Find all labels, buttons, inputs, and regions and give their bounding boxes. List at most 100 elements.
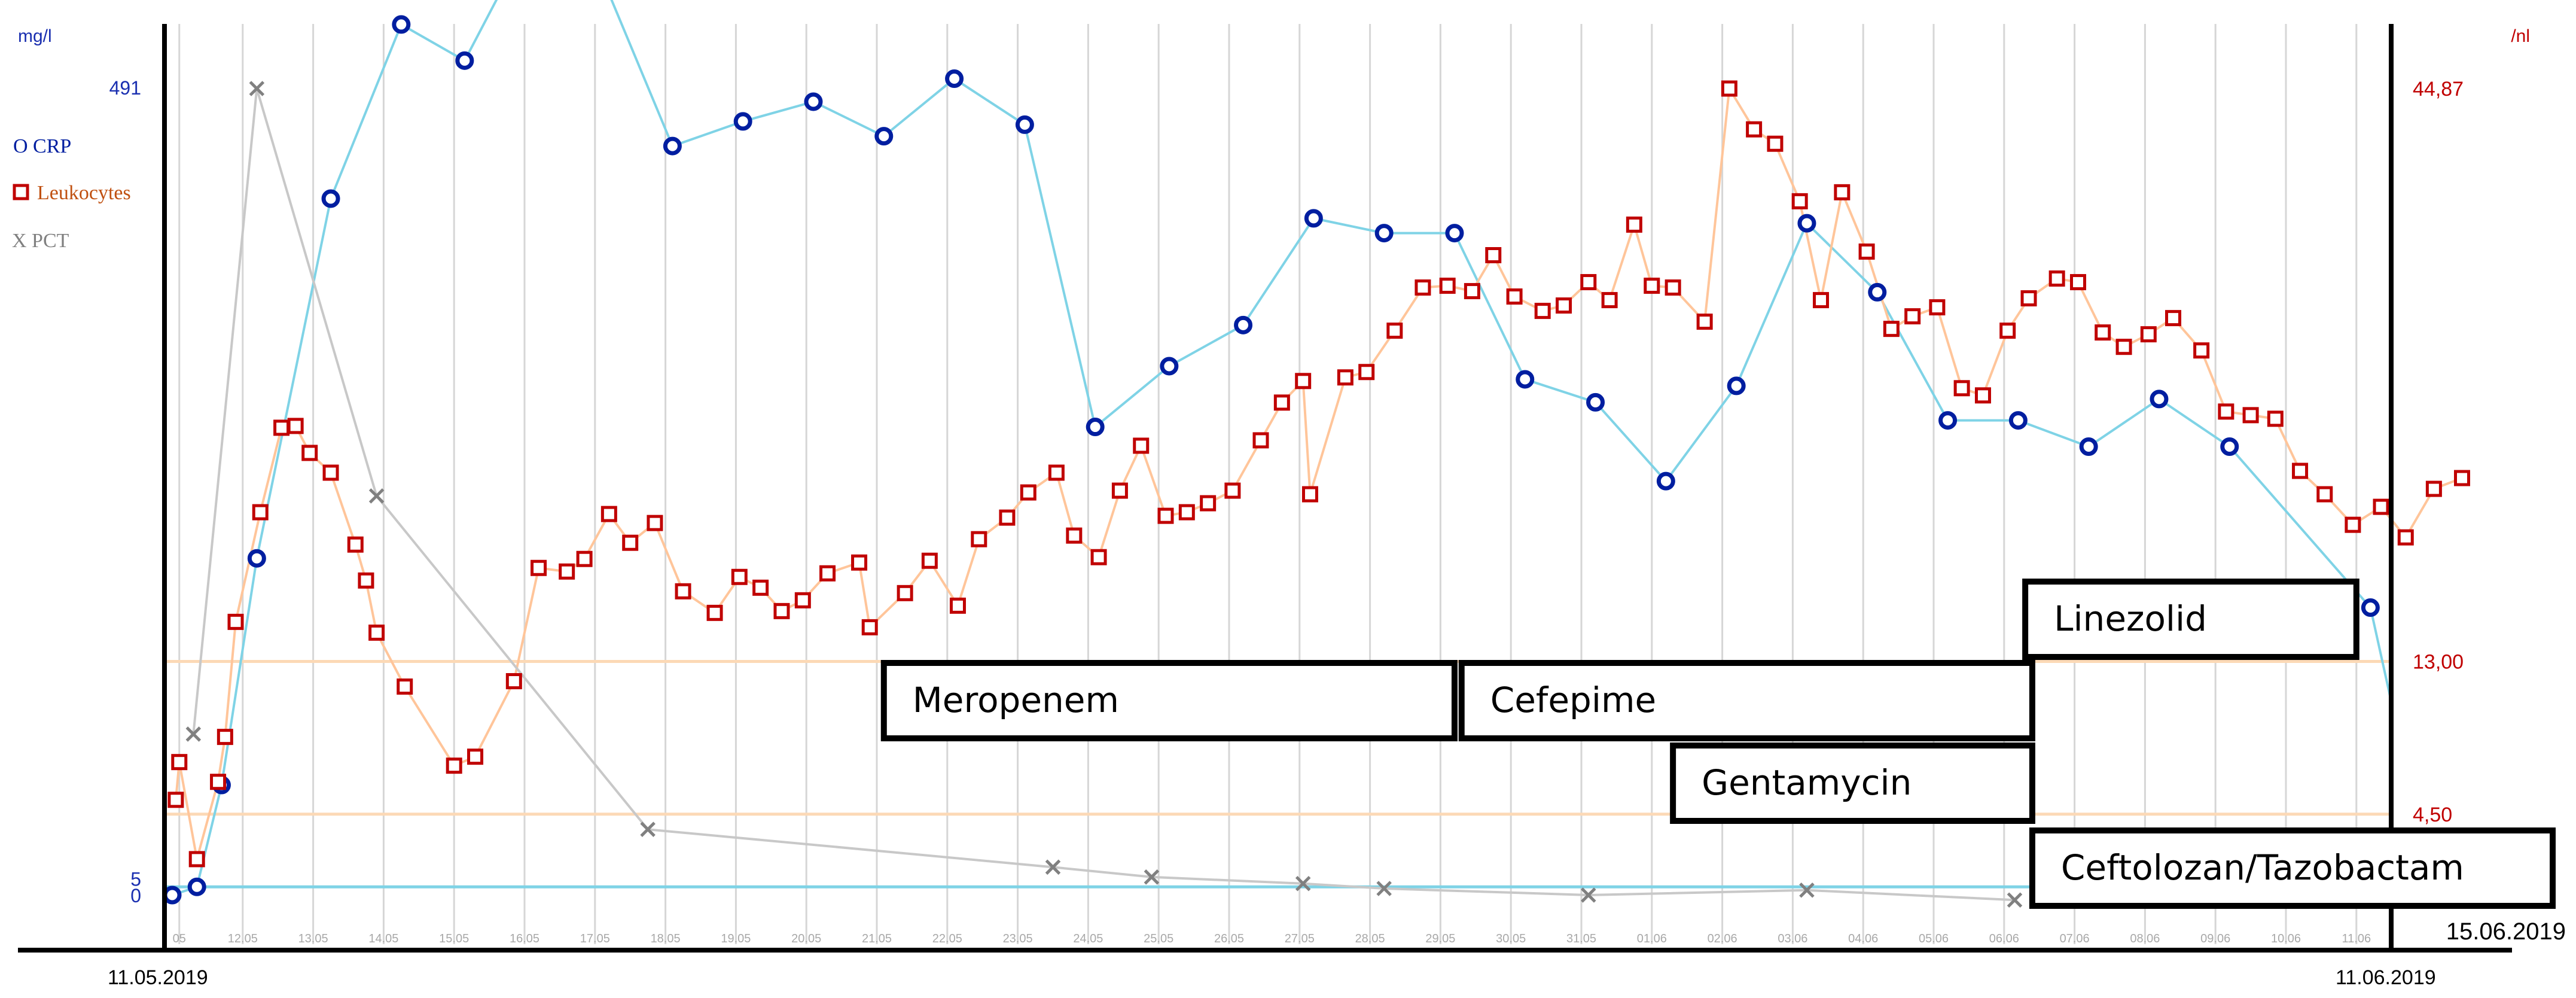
crp-point: [1868, 282, 1887, 302]
crp-point: [1086, 418, 1105, 437]
x-tick-label: 29.05: [1425, 932, 1455, 945]
end-date-box: 15.06.2019: [2446, 918, 2566, 945]
crp-point: [2150, 390, 2169, 409]
crp-point: [1304, 209, 1323, 228]
crp-point: [247, 549, 266, 568]
leukocytes-point: [2316, 486, 2333, 503]
leukocytes-point: [851, 554, 868, 571]
antibiotic-box-gentamycin: Gentamycin: [1670, 743, 2035, 824]
leukocytes-point: [2397, 529, 2414, 546]
legend-crp: O CRP: [13, 135, 71, 157]
leukocytes-point: [1358, 364, 1375, 381]
right-axis-unit: /nl: [2511, 26, 2530, 46]
x-tick-label: 16.05: [510, 932, 539, 945]
crp-point: [874, 127, 894, 146]
leukocytes-point: [2373, 498, 2389, 515]
crp-point: [1656, 471, 1675, 491]
leukocytes-point: [731, 568, 748, 585]
leukocytes-point: [1556, 297, 1572, 314]
leukocytes-point: [188, 851, 205, 868]
series-markers: [163, 15, 2470, 908]
leukocytes-point: [2115, 339, 2132, 355]
antibiotic-label: Cefepime: [1490, 680, 1656, 720]
leukocytes-point: [2425, 480, 2442, 497]
crp-point: [1516, 370, 1535, 389]
leukocytes-point: [622, 534, 639, 551]
crp-point: [1938, 411, 1958, 430]
leukocytes-point: [752, 579, 769, 596]
crp-point: [187, 877, 206, 896]
x-tick-label: 25.05: [1144, 932, 1173, 945]
leukocytes-point: [2218, 403, 2234, 420]
leukocytes-point: [1252, 432, 1269, 449]
leukocytes-point: [1133, 437, 1150, 454]
leukocytes-point: [2242, 407, 2259, 424]
leukocytes-point: [1721, 80, 1737, 97]
leukocytes-point: [2165, 310, 2182, 327]
leukocytes-point: [1485, 247, 1502, 263]
leukocytes-point: [1580, 274, 1597, 291]
pct-point: [1045, 859, 1061, 875]
antibiotic-box-linezolid: Linezolid: [2022, 579, 2359, 660]
leukocytes-point: [368, 624, 385, 641]
pct-point: [1144, 869, 1160, 885]
axis-labels: mg/l 491 50/nl 44,87 13,00 4,50 05 12.05 13.05 14…: [18, 26, 2530, 989]
crp-point: [392, 15, 411, 34]
leukocytes-point: [819, 565, 836, 582]
antibiotic-box-cefepime: Cefepime: [1458, 660, 2035, 741]
leukocytes-point: [1157, 507, 1174, 524]
axes: [18, 24, 2512, 953]
leukocytes-point: [2069, 274, 2086, 291]
leukocytes-point: [1337, 369, 1353, 386]
x-tick-label: 15.05: [439, 932, 469, 945]
x-tick-label: 04.06: [1848, 932, 1878, 945]
leukocytes-point: [1767, 135, 1784, 152]
crp-point: [2079, 437, 2098, 457]
leukocytes-point: [971, 531, 987, 547]
leukocytes-point: [647, 515, 663, 531]
pct-point: [1295, 876, 1311, 891]
leukocytes-point: [2292, 463, 2309, 479]
leukocytes-point: [999, 509, 1016, 526]
leukocytes-point: [1439, 278, 1456, 294]
right-axis-tick-label: 13,00: [2413, 650, 2464, 673]
leukocytes-point: [1464, 283, 1480, 300]
x-tick-label: 31.05: [1566, 932, 1596, 945]
x-tick-label: 05.06: [1919, 932, 1949, 945]
leukocytes-point: [2095, 324, 2111, 341]
x-tick-label: 12.05: [228, 932, 258, 945]
legend-leukocytes-marker: [13, 184, 29, 200]
leukocytes-point: [1224, 482, 1241, 499]
crp-point: [733, 112, 752, 131]
leukocytes-point: [2345, 516, 2361, 533]
left-axis-unit: mg/l: [18, 26, 52, 46]
crp-line-tail: [2369, 607, 2392, 702]
leukocytes-point: [773, 603, 790, 619]
crp-point: [1374, 224, 1394, 243]
leukocytes-point: [1066, 527, 1083, 544]
leukocytes-point: [2193, 342, 2210, 359]
leukocytes-point: [167, 792, 184, 808]
leukocytes-point: [600, 506, 617, 522]
leukocytes-point: [675, 583, 691, 600]
pct-point: [1581, 887, 1596, 903]
leukocytes-point: [2140, 326, 2157, 343]
antibiotic-box-meropenem: Meropenem: [880, 660, 1458, 741]
leukocytes-point: [1953, 380, 1970, 397]
x-tick-label: 30.05: [1496, 932, 1526, 945]
crp-point: [163, 886, 182, 905]
crp-point: [804, 92, 823, 111]
crp-point: [321, 189, 340, 208]
leukocytes-point: [1904, 308, 1921, 325]
x-tick-label: 27.05: [1285, 932, 1315, 945]
legend-leukocytes: Leukocytes: [37, 182, 131, 204]
pct-point: [2007, 892, 2023, 908]
x-tick-label: 24.05: [1073, 932, 1103, 945]
leukocytes-point: [1883, 321, 1900, 337]
leukocytes-point: [252, 504, 269, 521]
leukocytes-point: [1301, 486, 1318, 503]
x-tick-label: 05: [173, 932, 186, 945]
crp-point: [1234, 315, 1253, 334]
crp-point: [2220, 437, 2239, 457]
end-date-box-bg: [2400, 911, 2567, 947]
